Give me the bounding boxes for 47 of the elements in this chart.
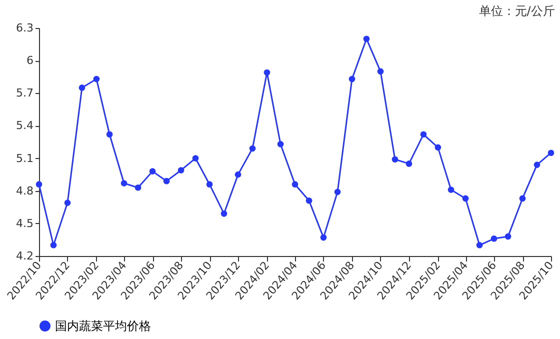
point	[249, 145, 256, 152]
y-tick-label: 5.7	[16, 86, 34, 100]
point	[392, 156, 398, 163]
point	[476, 242, 483, 248]
text: 单位：元/公斤	[478, 4, 555, 18]
point	[306, 197, 312, 204]
point	[420, 131, 427, 138]
point	[149, 168, 156, 174]
point	[277, 141, 284, 148]
point	[93, 76, 100, 82]
point	[178, 167, 184, 174]
point	[448, 186, 454, 193]
point	[534, 162, 540, 168]
y-tick-label: 5.4	[16, 119, 34, 132]
point	[434, 144, 442, 151]
point	[504, 233, 512, 240]
point	[36, 181, 42, 188]
y-tick-label: 4.2	[16, 250, 34, 262]
point	[490, 235, 498, 242]
point	[377, 68, 384, 75]
y-tick-label: 4.8	[16, 184, 34, 198]
point	[206, 181, 213, 188]
point	[264, 69, 270, 76]
point	[64, 200, 71, 206]
y-tick-label: 6	[26, 54, 34, 68]
point	[192, 155, 199, 162]
point	[163, 178, 170, 184]
point	[292, 181, 298, 188]
point	[363, 36, 370, 42]
point	[78, 84, 86, 91]
point	[234, 171, 242, 178]
y-tick-label: 5.1	[16, 152, 34, 165]
point	[120, 180, 128, 186]
y-tick-label: 4.5	[16, 216, 34, 230]
point	[50, 242, 57, 248]
point	[348, 76, 356, 82]
point	[220, 210, 228, 217]
point	[406, 160, 412, 167]
point	[134, 184, 142, 191]
point	[334, 188, 341, 196]
point	[106, 131, 113, 138]
point	[519, 195, 526, 202]
legend-label: 国内蔬菜平均价格	[55, 319, 151, 333]
y-tick-label: 6.3	[16, 22, 34, 34]
point	[320, 234, 327, 241]
point	[462, 195, 469, 202]
point	[548, 150, 554, 156]
